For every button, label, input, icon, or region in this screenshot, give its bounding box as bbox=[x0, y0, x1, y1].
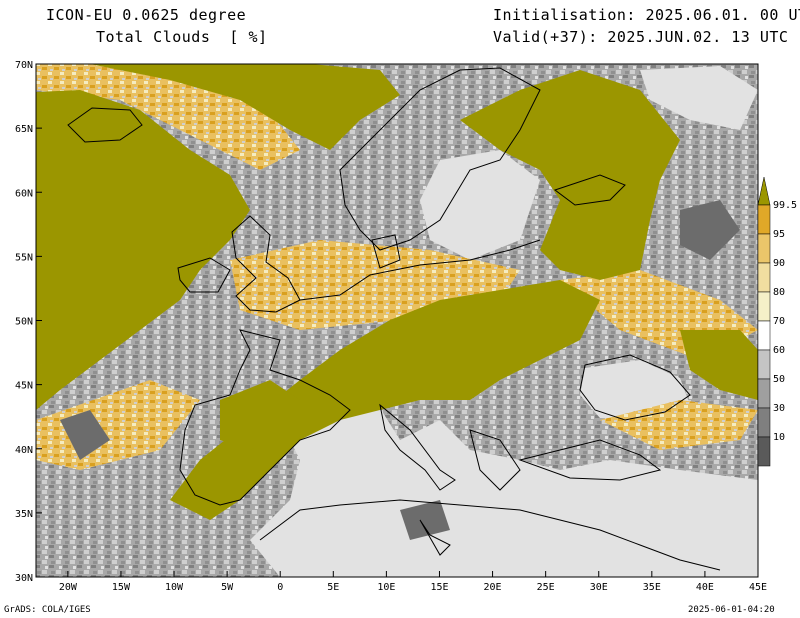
legend-label: 80 bbox=[773, 287, 785, 298]
legend-label: 60 bbox=[773, 345, 785, 356]
legend-label: 70 bbox=[773, 316, 785, 327]
lat-label: 65N bbox=[15, 124, 33, 135]
overcast-atlantic bbox=[36, 90, 250, 410]
lat-label: 60N bbox=[15, 188, 33, 199]
legend-label: 10 bbox=[773, 432, 785, 443]
credit-label: GrADS: COLA/IGES bbox=[4, 605, 91, 615]
legend-swatch bbox=[757, 262, 771, 293]
lat-label: 70N bbox=[15, 60, 33, 71]
coastlines bbox=[67, 67, 721, 571]
legend-swatch bbox=[757, 378, 771, 409]
overcast-norwegian-sea bbox=[90, 64, 400, 150]
valid-time: Valid(+37): 2025.JUN.02. 13 UTC bbox=[493, 28, 789, 46]
lon-label: 0 bbox=[277, 582, 283, 593]
legend-swatch bbox=[757, 176, 771, 206]
overcast-iberia bbox=[220, 380, 300, 450]
legend-label: 90 bbox=[773, 258, 785, 269]
legend-label: 30 bbox=[773, 403, 785, 414]
clear-area-baltic bbox=[420, 150, 540, 260]
lat-label: 40N bbox=[15, 445, 33, 456]
lon-label: 20W bbox=[59, 582, 78, 593]
lon-label: 10E bbox=[377, 582, 395, 593]
timestamp-label: 2025-06-01-04:20 bbox=[688, 605, 775, 615]
legend-label: 95 bbox=[773, 229, 785, 240]
lat-label: 30N bbox=[15, 573, 33, 584]
lon-label: 40E bbox=[696, 582, 714, 593]
clear-area-north bbox=[640, 66, 758, 130]
lon-label: 10W bbox=[165, 582, 184, 593]
overcast-russia bbox=[460, 70, 680, 280]
lat-label: 50N bbox=[15, 317, 33, 328]
lon-label: 45E bbox=[749, 582, 767, 593]
lat-label: 45N bbox=[15, 381, 33, 392]
legend-label: 50 bbox=[773, 374, 785, 385]
lat-label: 35N bbox=[15, 509, 33, 520]
lon-label: 5W bbox=[221, 582, 234, 593]
overcast-band bbox=[170, 280, 600, 520]
model-title: ICON-EU 0.0625 degree bbox=[46, 6, 247, 24]
legend-swatch bbox=[757, 349, 771, 380]
lat-label: 55N bbox=[15, 252, 33, 263]
legend-swatch bbox=[757, 233, 771, 264]
legend-swatch bbox=[757, 320, 771, 351]
lon-label: 30E bbox=[590, 582, 608, 593]
lon-label: 35E bbox=[643, 582, 661, 593]
lon-label: 25E bbox=[537, 582, 555, 593]
legend-swatch bbox=[757, 407, 771, 438]
lon-label: 15W bbox=[112, 582, 131, 593]
variable-title: Total Clouds [ %] bbox=[96, 28, 268, 46]
lon-label: 20E bbox=[484, 582, 502, 593]
legend-swatch bbox=[757, 291, 771, 322]
legend-swatch bbox=[757, 436, 771, 467]
legend-label: 99.5 bbox=[773, 200, 797, 211]
init-time: Initialisation: 2025.06.01. 00 UTC bbox=[493, 6, 800, 24]
lon-label: 5E bbox=[327, 582, 339, 593]
legend-swatch bbox=[757, 204, 771, 235]
overcast-east bbox=[680, 330, 758, 400]
clear-area-mediterranean bbox=[250, 402, 758, 577]
cloud-field bbox=[36, 64, 758, 577]
lon-label: 15E bbox=[430, 582, 448, 593]
